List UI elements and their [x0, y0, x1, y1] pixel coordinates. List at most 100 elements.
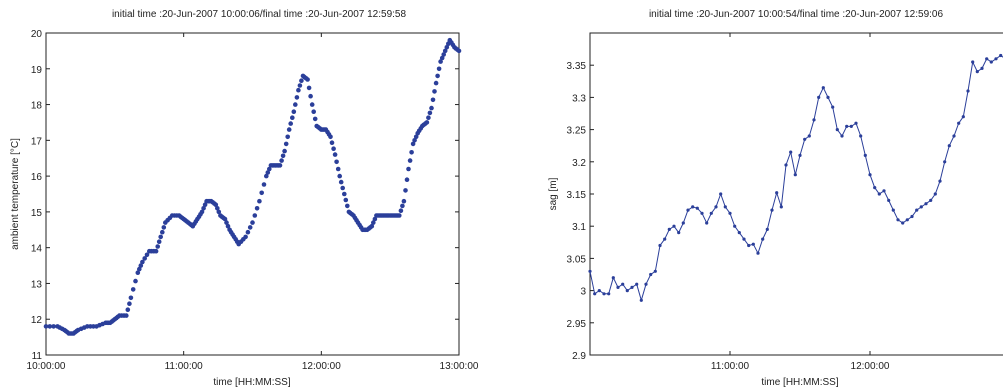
- data-point: [826, 95, 830, 99]
- data-point: [133, 278, 138, 284]
- data-point: [723, 205, 727, 209]
- data-point: [401, 198, 407, 204]
- data-point: [989, 60, 993, 64]
- data-point: [247, 225, 253, 230]
- data-point: [124, 313, 129, 318]
- data-point: [803, 137, 807, 141]
- data-point: [279, 158, 284, 163]
- chart-title: initial time :20-Jun-2007 10:00:54/final…: [649, 9, 944, 20]
- data-point: [751, 242, 755, 246]
- data-point: [424, 120, 430, 125]
- data-point: [765, 227, 769, 231]
- data-point: [924, 202, 928, 206]
- data-point: [161, 225, 167, 230]
- data-point: [264, 173, 269, 179]
- data-point: [733, 224, 737, 228]
- data-point: [957, 121, 961, 125]
- data-point: [410, 141, 416, 147]
- data-point: [905, 218, 909, 222]
- data-point: [427, 110, 433, 116]
- data-point: [306, 85, 312, 91]
- y-tick-label: 3.15: [567, 190, 587, 201]
- data-point: [849, 124, 853, 128]
- data-point: [305, 77, 310, 82]
- data-point: [265, 170, 271, 175]
- data-point: [812, 118, 816, 122]
- data-point: [695, 206, 699, 210]
- data-point: [413, 134, 419, 140]
- plot-area: [589, 32, 1003, 356]
- y-tick-label: 16: [31, 172, 43, 183]
- data-point: [737, 231, 741, 235]
- data-point: [342, 191, 347, 197]
- data-point: [250, 220, 255, 225]
- data-point: [709, 211, 713, 215]
- data-point: [329, 140, 335, 145]
- data-point: [896, 218, 900, 222]
- data-point: [245, 229, 251, 235]
- y-tick-label: 20: [31, 29, 43, 40]
- data-point: [943, 160, 947, 164]
- data-point: [224, 220, 229, 225]
- data-point: [294, 95, 300, 100]
- y-tick-label: 3.2: [572, 158, 586, 169]
- data-point: [784, 163, 788, 167]
- data-point: [700, 211, 704, 215]
- y-tick-label: 3.3: [572, 93, 586, 104]
- sag-chart: initial time :20-Jun-2007 10:00:54/final…: [548, 9, 1003, 388]
- data-point: [337, 173, 343, 179]
- data-point: [160, 229, 165, 235]
- data-point: [761, 237, 765, 241]
- data-point: [616, 285, 620, 289]
- data-point: [125, 307, 131, 313]
- data-point: [442, 48, 448, 54]
- data-point: [201, 206, 206, 211]
- data-point: [835, 128, 839, 132]
- data-point: [438, 59, 443, 64]
- data-point: [332, 152, 338, 157]
- data-point: [140, 259, 145, 265]
- data-point: [225, 223, 231, 229]
- data-point: [966, 89, 970, 93]
- x-ticks: 10:00:00 11:00:00 12:00:00 13:00:00: [27, 33, 479, 372]
- y-ticks: 2.9 2.95 3 3.05 3.1 3.15 3.2 3.25 3.3 3.35: [567, 61, 594, 362]
- data-point: [429, 105, 434, 111]
- x-tick-label: 12:00:00: [851, 361, 890, 372]
- data-point: [653, 269, 657, 273]
- data-point: [672, 224, 676, 228]
- data-point: [947, 144, 951, 148]
- data-point: [261, 182, 267, 187]
- data-point: [593, 292, 597, 296]
- data-point: [277, 163, 283, 168]
- data-point: [128, 295, 134, 301]
- data-point: [51, 324, 56, 329]
- data-point: [345, 203, 350, 209]
- data-point: [882, 189, 886, 193]
- data-point: [891, 208, 895, 212]
- data-point: [840, 134, 844, 138]
- data-point: [456, 48, 462, 54]
- data-point: [901, 221, 905, 225]
- y-tick-label: 3.05: [567, 254, 587, 265]
- data-point: [406, 166, 411, 172]
- data-point: [156, 239, 162, 244]
- data-point: [297, 83, 303, 88]
- data-point: [887, 198, 891, 202]
- y-axis-label: sag [m]: [548, 177, 559, 210]
- data-point: [142, 256, 147, 261]
- y-tick-label: 15: [31, 208, 43, 219]
- y-tick-label: 18: [31, 101, 43, 112]
- data-point: [433, 80, 439, 86]
- data-point: [426, 115, 431, 120]
- data-point: [789, 150, 793, 154]
- data-point: [994, 57, 998, 61]
- data-point: [369, 223, 375, 229]
- data-point: [439, 55, 445, 61]
- data-point: [742, 237, 746, 241]
- data-point: [859, 134, 863, 138]
- data-point: [630, 285, 634, 289]
- data-point: [288, 121, 294, 126]
- x-tick-label: 10:00:00: [27, 361, 66, 372]
- data-point: [938, 179, 942, 183]
- x-tick-label: 11:00:00: [165, 361, 204, 372]
